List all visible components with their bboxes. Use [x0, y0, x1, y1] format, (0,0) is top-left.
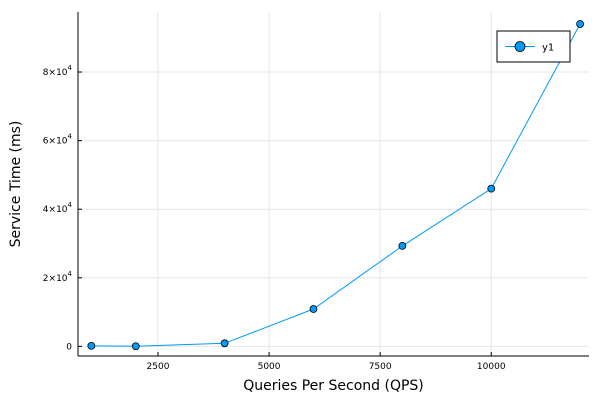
data-point — [309, 305, 318, 313]
x-tick-label: 5000 — [258, 362, 281, 372]
x-tick-label: 7500 — [369, 362, 392, 372]
y-tick-label: 2×104 — [43, 270, 73, 284]
x-tick-label: 10000 — [477, 362, 506, 372]
data-point — [487, 184, 496, 193]
y-tick-label: 6×104 — [43, 133, 73, 147]
y-axis-label: Service Time (ms) — [8, 121, 24, 248]
data-point — [576, 20, 585, 28]
grid — [78, 12, 589, 356]
data-point — [398, 242, 407, 250]
series — [87, 20, 585, 351]
x-axis-label: Queries Per Second (QPS) — [243, 378, 424, 394]
data-point — [87, 341, 96, 350]
legend-label-y1: y1 — [542, 43, 554, 54]
tick-labels: 2500 5000 7500 10000 0 2×104 4×104 6×104 8×104 — [43, 64, 506, 372]
y-tick-label: 8×104 — [43, 64, 73, 78]
y-tick-label: 0 — [66, 342, 72, 352]
axes — [77, 12, 589, 357]
data-point — [131, 342, 140, 351]
y-tick-label: 4×104 — [43, 201, 73, 215]
legend-marker-icon — [514, 41, 526, 52]
x-tick-label: 2500 — [147, 362, 170, 372]
legend: y1 — [496, 30, 571, 63]
data-point — [220, 339, 229, 348]
